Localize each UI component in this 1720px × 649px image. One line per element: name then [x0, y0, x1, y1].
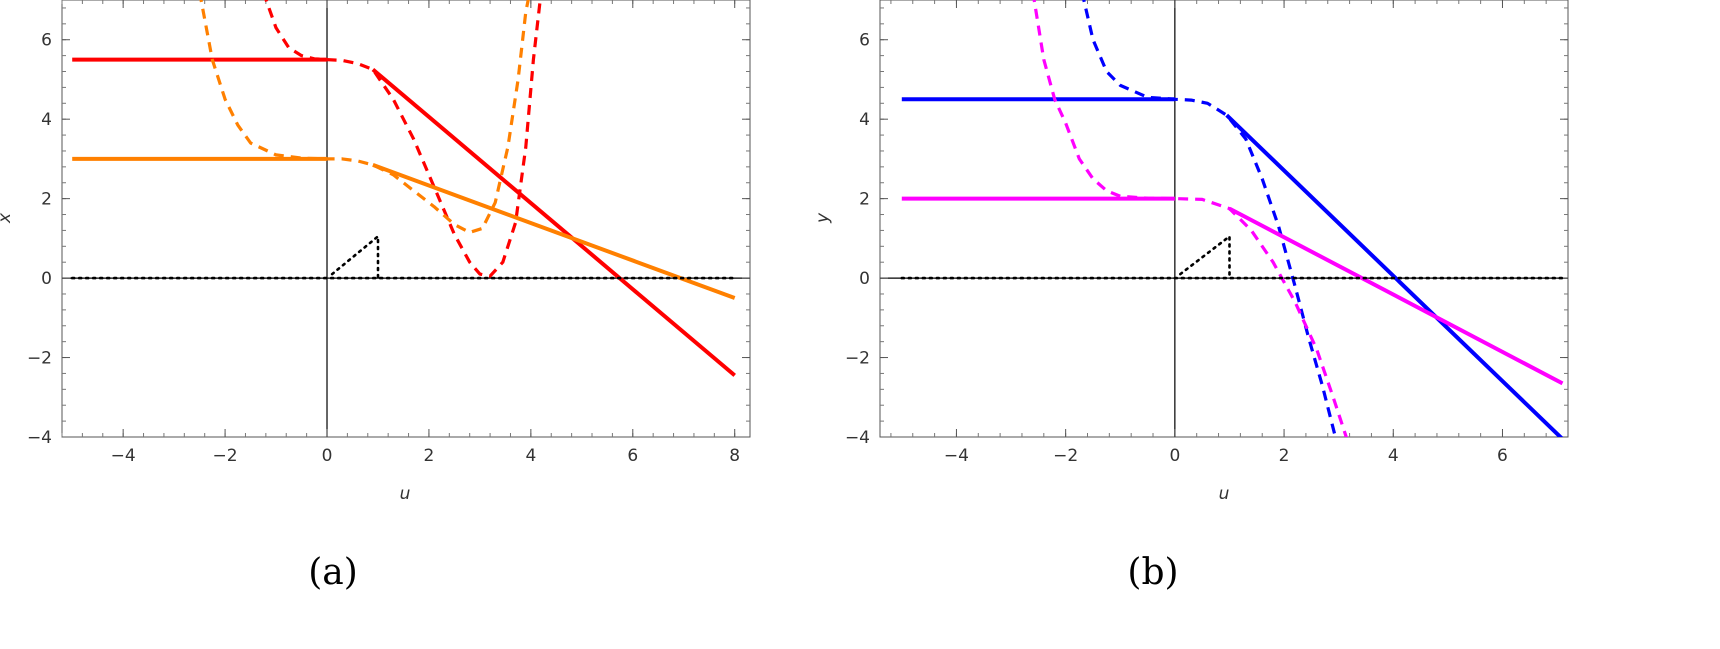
series-line-solid [371, 67, 736, 377]
plot-frame [879, 0, 1569, 438]
series-line-dotted [1179, 235, 1231, 280]
y-tick-label: 2 [41, 190, 52, 210]
y-tick-label: 6 [41, 31, 52, 51]
y-axis-title: x [0, 212, 15, 224]
x-tick-label: −4 [944, 446, 969, 466]
minor-ticks [61, 0, 750, 438]
y-tick-label: −4 [845, 428, 870, 448]
x-tick-label: −2 [1053, 446, 1078, 466]
series-line-solid [372, 163, 736, 300]
y-tick-label: 0 [859, 269, 870, 289]
x-tick-label: 0 [1169, 446, 1180, 466]
series-line-dashed [199, 0, 530, 234]
series-group [900, 0, 1564, 437]
panel-a: −4 −2 0 2 4 6 8 −4 −2 0 2 4 6 u x (a) [0, 0, 751, 593]
panel-caption: (a) [308, 552, 358, 593]
panel-b: −4 −2 0 2 4 6 −4 −2 0 2 4 6 u y (b) [813, 0, 1569, 593]
x-tick-label: −2 [213, 446, 238, 466]
y-tick-label: 0 [41, 269, 52, 289]
x-tick-label: 4 [1388, 446, 1399, 466]
plot-frame [61, 0, 751, 438]
series-line-solid [1228, 206, 1564, 386]
series-line-dashed [1082, 0, 1338, 437]
y-tick-label: 2 [859, 190, 870, 210]
series-line-dotted [330, 235, 380, 280]
x-axis-title: u [1219, 484, 1230, 504]
y-tick-label: 6 [859, 31, 870, 51]
y-tick-label: −2 [845, 349, 870, 369]
x-tick-label: −4 [111, 446, 136, 466]
x-axis-title: u [400, 484, 411, 504]
x-tick-label: 0 [322, 446, 333, 466]
series-line-dashed [1032, 0, 1348, 437]
y-tick-label: 4 [859, 110, 870, 130]
x-tick-label: 2 [1279, 446, 1290, 466]
x-tick-label: 4 [525, 446, 536, 466]
panel-caption: (b) [1127, 552, 1178, 593]
series-group [70, 0, 736, 377]
minor-ticks [880, 0, 1568, 438]
y-axis-title: y [813, 212, 833, 224]
x-tick-label: 6 [1497, 446, 1508, 466]
y-tick-label: −2 [27, 349, 52, 369]
y-tick-label: −4 [27, 428, 52, 448]
x-tick-label: 6 [627, 446, 638, 466]
series-line-dashed [264, 0, 542, 278]
x-tick-label: 2 [424, 446, 435, 466]
y-tick-label: 4 [41, 110, 52, 130]
x-tick-label: 8 [729, 446, 740, 466]
